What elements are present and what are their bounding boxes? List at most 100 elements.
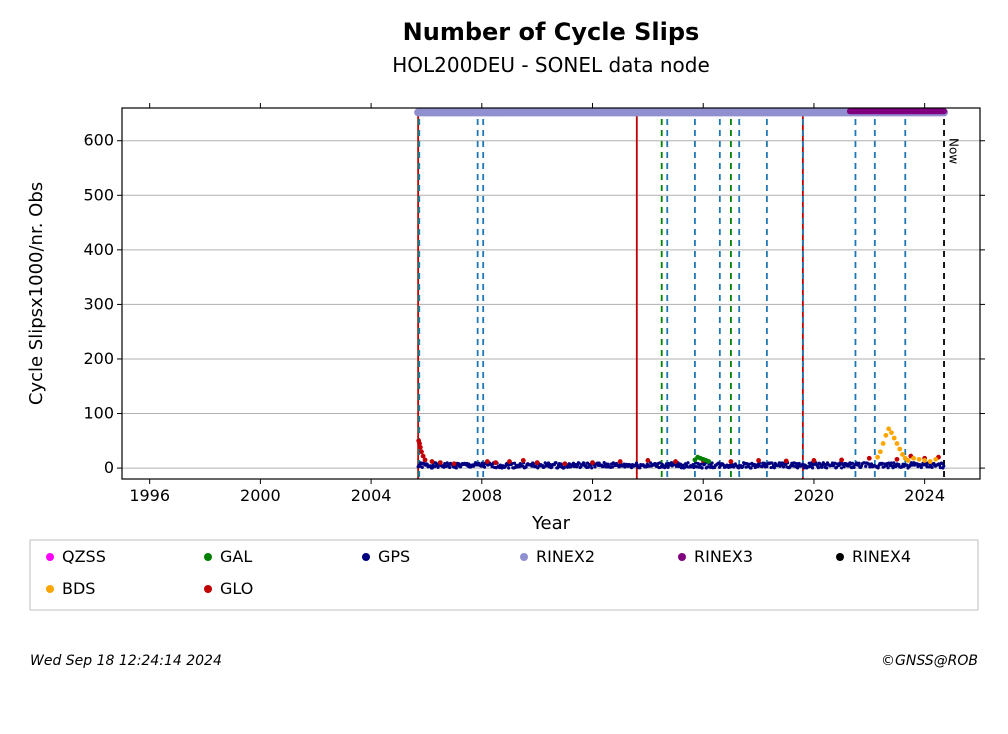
legend: QZSS GAL GPS RINEX2 RINEX3 RINEX4 BDS GLO [30, 540, 978, 610]
data-point [839, 458, 844, 463]
data-point [889, 430, 894, 435]
data-point [942, 464, 945, 467]
chart-svg: Number of Cycle Slips HOL200DEU - SONEL … [0, 0, 1008, 734]
data-point [729, 459, 734, 464]
x-axis-label: Year [531, 513, 571, 534]
data-point [857, 462, 860, 465]
data-point [535, 460, 540, 465]
data-point [895, 441, 900, 446]
legend-label: BDS [62, 579, 95, 598]
footer-copyright: ©GNSS@ROB [881, 653, 978, 669]
data-point [419, 449, 424, 454]
legend-marker [204, 553, 212, 561]
data-point [875, 455, 880, 460]
x-tick-label: 2012 [572, 486, 613, 505]
y-tick-label: 600 [83, 131, 114, 150]
x-tick-label: 2020 [794, 486, 835, 505]
data-point [895, 457, 900, 462]
data-point [811, 466, 814, 469]
chart-subtitle: HOL200DEU - SONEL data node [392, 53, 710, 77]
legend-label: GLO [220, 579, 253, 598]
data-point [418, 445, 423, 450]
plot-area: 0 100 200 300 400 500 600 1996 2000 2004 2008 2012 2… [83, 103, 985, 505]
legend-label: QZSS [62, 547, 106, 566]
data-point [906, 458, 911, 463]
data-point [532, 462, 535, 465]
data-point [686, 461, 689, 464]
data-point [756, 458, 761, 463]
data-point [507, 459, 512, 464]
data-point [638, 466, 641, 469]
data-point [455, 466, 458, 469]
data-point [892, 436, 897, 441]
data-point [448, 466, 451, 469]
data-point [931, 466, 934, 469]
x-tick-label: 2024 [904, 486, 945, 505]
x-tick-label: 2008 [461, 486, 502, 505]
data-point [878, 449, 883, 454]
data-point [765, 465, 768, 468]
y-tick-label: 500 [83, 185, 114, 204]
y-tick-label: 100 [83, 404, 114, 423]
data-point [922, 458, 927, 463]
x-tick-label: 1996 [129, 486, 170, 505]
data-point [423, 458, 428, 463]
data-point [883, 433, 888, 438]
y-tick-label: 300 [83, 294, 114, 313]
legend-box [30, 540, 978, 610]
legend-marker [46, 553, 54, 561]
now-label: Now [947, 138, 961, 164]
y-tick-label: 400 [83, 240, 114, 259]
y-tick-label: 0 [104, 458, 114, 477]
legend-marker [678, 553, 686, 561]
data-point [645, 458, 650, 463]
data-point [493, 460, 498, 465]
data-point [562, 461, 567, 466]
data-point [933, 457, 938, 462]
legend-marker [362, 553, 370, 561]
chart-container: Number of Cycle Slips HOL200DEU - SONEL … [0, 0, 1008, 734]
data-point [706, 459, 711, 464]
data-point [897, 447, 902, 452]
x-tick-label: 2004 [351, 486, 392, 505]
data-point [911, 456, 916, 461]
data-point [430, 459, 435, 464]
data-point [485, 459, 490, 464]
data-point [881, 441, 886, 446]
x-tick-label: 2000 [240, 486, 281, 505]
data-point [483, 466, 486, 469]
legend-label: GAL [220, 547, 252, 566]
data-point [521, 458, 526, 463]
data-point [590, 466, 593, 469]
data-point [917, 457, 922, 462]
legend-label: RINEX2 [536, 547, 595, 566]
data-point [590, 460, 595, 465]
x-tick-label: 2016 [683, 486, 724, 505]
footer-timestamp: Wed Sep 18 12:24:14 2024 [30, 653, 222, 669]
legend-label: GPS [378, 547, 410, 566]
data-point [593, 465, 596, 468]
data-point [438, 460, 443, 465]
data-point [701, 466, 704, 469]
data-point [864, 465, 867, 468]
y-axis-label: Cycle Slipsx1000/nr. Obs [26, 182, 47, 405]
legend-marker [204, 585, 212, 593]
data-point [554, 461, 557, 464]
y-tick-label: 200 [83, 349, 114, 368]
data-point [507, 466, 510, 469]
data-point [928, 459, 933, 464]
data-point [784, 459, 789, 464]
legend-marker [836, 553, 844, 561]
legend-label: RINEX4 [852, 547, 911, 566]
data-point [421, 466, 424, 469]
data-point [673, 459, 678, 464]
data-point [812, 458, 817, 463]
data-point [618, 459, 623, 464]
legend-marker [46, 585, 54, 593]
data-point [867, 456, 872, 461]
data-point [452, 461, 457, 466]
legend-label: RINEX3 [694, 547, 753, 566]
data-point [887, 466, 890, 469]
data-point [750, 466, 753, 469]
legend-marker [520, 553, 528, 561]
